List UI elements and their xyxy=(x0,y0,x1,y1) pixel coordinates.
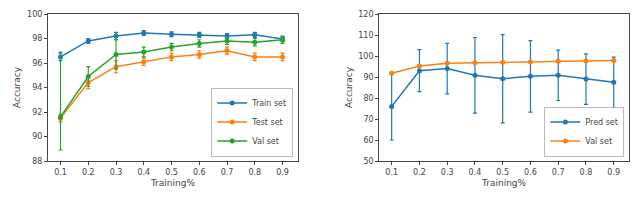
svg-text:0.5: 0.5 xyxy=(165,168,178,177)
svg-text:0.7: 0.7 xyxy=(552,168,565,177)
svg-text:0.1: 0.1 xyxy=(385,168,398,177)
svg-text:80: 80 xyxy=(363,94,373,103)
svg-text:0.9: 0.9 xyxy=(276,168,289,177)
svg-text:0.6: 0.6 xyxy=(193,168,206,177)
svg-text:100: 100 xyxy=(358,52,373,61)
svg-text:0.9: 0.9 xyxy=(607,168,620,177)
svg-text:110: 110 xyxy=(358,31,373,40)
svg-text:98: 98 xyxy=(32,34,42,43)
svg-text:0.4: 0.4 xyxy=(469,168,482,177)
svg-text:Training%: Training% xyxy=(481,178,527,188)
svg-text:0.1: 0.1 xyxy=(54,168,67,177)
svg-text:92: 92 xyxy=(32,108,42,117)
svg-text:0.8: 0.8 xyxy=(580,168,593,177)
svg-text:90: 90 xyxy=(363,73,373,82)
svg-text:100: 100 xyxy=(27,10,42,19)
svg-text:Train set: Train set xyxy=(251,99,286,108)
svg-text:0.8: 0.8 xyxy=(248,168,261,177)
svg-text:Accuracy: Accuracy xyxy=(12,66,22,108)
svg-text:Training%: Training% xyxy=(150,178,196,188)
svg-text:70: 70 xyxy=(363,115,373,124)
svg-text:90: 90 xyxy=(32,132,42,141)
svg-text:Val set: Val set xyxy=(252,137,279,146)
svg-text:50: 50 xyxy=(363,157,373,166)
svg-text:0.4: 0.4 xyxy=(137,168,150,177)
svg-text:Pred set: Pred set xyxy=(585,118,618,127)
svg-text:0.5: 0.5 xyxy=(496,168,509,177)
svg-text:94: 94 xyxy=(32,83,42,92)
svg-text:0.7: 0.7 xyxy=(221,168,234,177)
svg-text:0.2: 0.2 xyxy=(413,168,426,177)
svg-text:Accuracy: Accuracy xyxy=(344,66,354,108)
svg-text:120: 120 xyxy=(358,10,373,19)
svg-text:88: 88 xyxy=(32,157,42,166)
svg-text:96: 96 xyxy=(32,59,42,68)
svg-text:0.2: 0.2 xyxy=(82,168,95,177)
svg-text:Test set: Test set xyxy=(251,118,283,127)
svg-text:0.3: 0.3 xyxy=(441,168,454,177)
svg-text:0.3: 0.3 xyxy=(110,168,123,177)
svg-text:Val set: Val set xyxy=(585,137,612,146)
svg-text:60: 60 xyxy=(363,136,373,145)
svg-text:0.6: 0.6 xyxy=(524,168,537,177)
